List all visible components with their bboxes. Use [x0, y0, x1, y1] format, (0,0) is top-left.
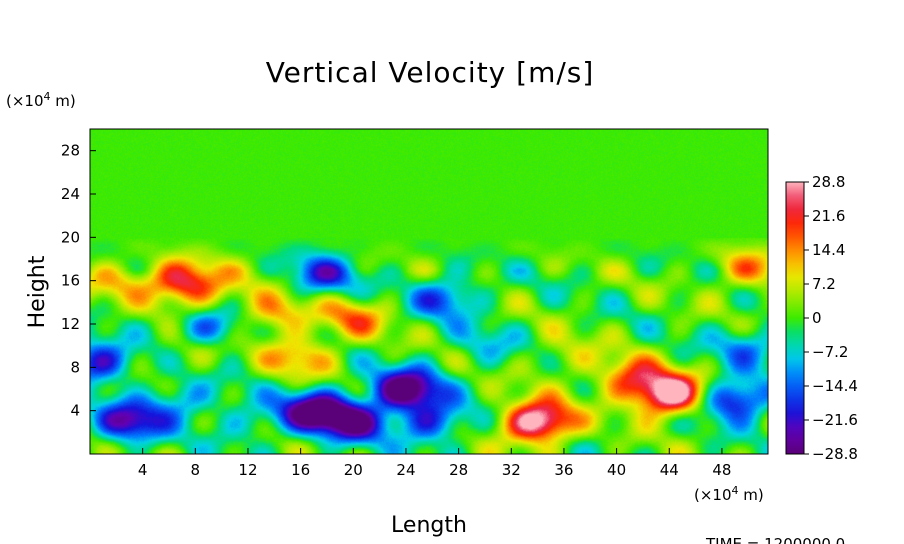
y-tick-label: 8	[70, 358, 80, 376]
colorbar-label: 14.4	[812, 241, 845, 259]
colorbar-label: 21.6	[812, 207, 845, 225]
colorbar-label: 7.2	[812, 275, 836, 293]
x-tick-label: 40	[607, 461, 626, 479]
y-tick-label: 4	[70, 402, 80, 420]
y-tick-label: 24	[61, 185, 80, 203]
heatmap-field	[90, 129, 768, 454]
y-tick-label: 16	[61, 272, 80, 290]
y-axis-label: Height	[25, 255, 50, 328]
x-tick-label: 32	[502, 461, 521, 479]
colorbar-label: −7.2	[812, 343, 848, 361]
x-tick-label: 20	[344, 461, 363, 479]
y-tick-label: 28	[61, 142, 80, 160]
x-tick-label: 24	[396, 461, 415, 479]
y-axis-ticks: 4 8 12 16 20 24 28	[61, 142, 96, 420]
colorbar-label: 0	[812, 309, 822, 327]
chart-title: Vertical Velocity [m/s]	[266, 56, 595, 89]
colorbar-labels: 28.8 21.6 14.4 7.2 0 −7.2 −14.4 −21.6 −28.8	[804, 173, 858, 463]
x-axis-label: Length	[391, 513, 467, 538]
y-tick-label: 12	[61, 315, 80, 333]
x-tick-label: 44	[660, 461, 679, 479]
colorbar-label: −28.8	[812, 445, 858, 463]
y-tick-label: 20	[61, 228, 80, 246]
colorbar-label: −14.4	[812, 377, 858, 395]
x-axis-ticks: 4 8 12 16 20 24 28 32 36 40 44 48	[138, 448, 731, 479]
x-tick-label: 8	[191, 461, 201, 479]
plot-frame	[89, 128, 769, 455]
y-axis-unit: (×104 m)	[6, 90, 76, 111]
time-footer: TIME = 1200000.0	[705, 535, 845, 544]
x-axis-unit: (×104 m)	[694, 484, 764, 505]
x-tick-label: 48	[712, 461, 731, 479]
colorbar-label: −21.6	[812, 411, 858, 429]
colorbar-gradient	[785, 181, 805, 455]
x-tick-label: 4	[138, 461, 148, 479]
x-tick-label: 36	[554, 461, 573, 479]
heatmap-plot-area	[89, 128, 769, 455]
colorbar: 28.8 21.6 14.4 7.2 0 −7.2 −14.4 −21.6 −28.8	[785, 173, 858, 463]
x-tick-label: 12	[238, 461, 257, 479]
colorbar-label: 28.8	[812, 173, 845, 191]
x-tick-label: 16	[291, 461, 310, 479]
x-tick-label: 28	[449, 461, 468, 479]
